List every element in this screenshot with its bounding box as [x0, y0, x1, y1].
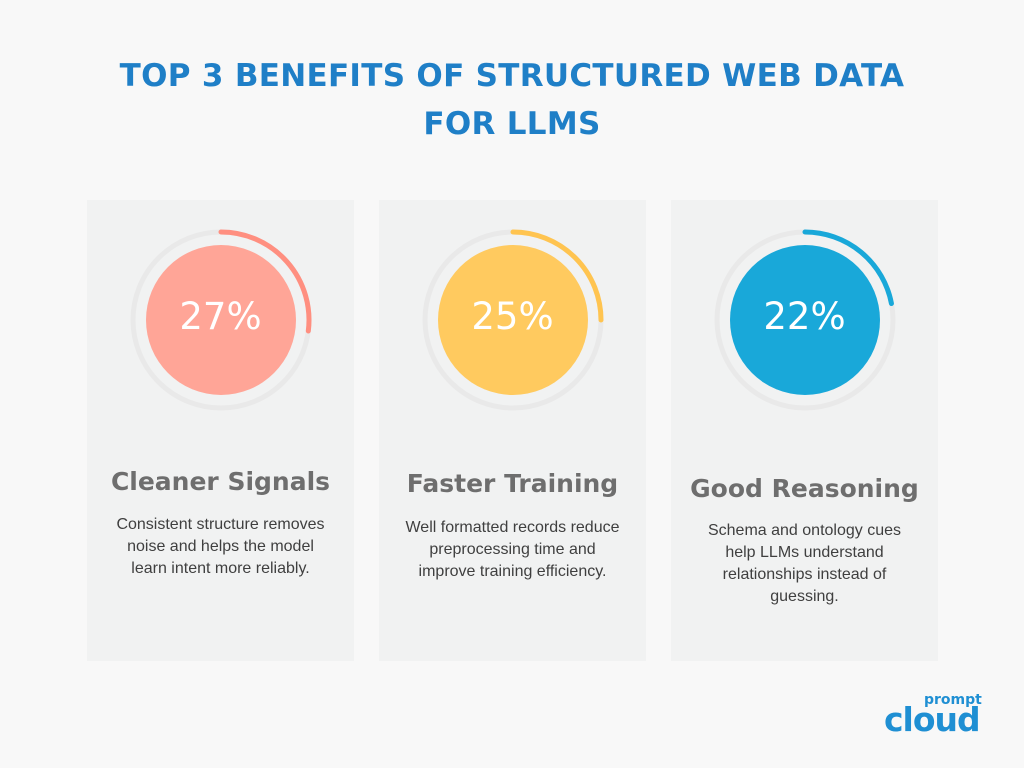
logo-text-big: cloud	[884, 700, 981, 739]
benefit-card-good-reasoning: 22% Good Reasoning Schema and ontology c…	[671, 200, 938, 661]
benefit-card-faster-training: 25% Faster Training Well formatted recor…	[379, 200, 646, 661]
progress-ring-arc	[802, 229, 894, 307]
page-title-line-2: FOR LLMS	[423, 106, 601, 142]
card-description: Schema and ontology cues help LLMs under…	[707, 522, 901, 605]
progress-disc	[146, 245, 296, 395]
card-heading: Faster Training	[406, 469, 619, 498]
progress-disc	[730, 245, 880, 395]
benefit-card-cleaner-signals: 27% Cleaner Signals Consistent structure…	[87, 200, 354, 661]
card-description: Well formatted records reduce preprocess…	[405, 519, 620, 580]
percent-label: 27%	[179, 295, 262, 338]
card-heading: Good Reasoning	[690, 474, 919, 503]
promptcloud-logo: prompt cloud	[884, 692, 994, 740]
progress-ring	[714, 229, 896, 411]
percent-label: 22%	[763, 295, 846, 338]
progress-ring	[130, 229, 312, 411]
logo-text-small: prompt	[924, 692, 982, 708]
card-description: Consistent structure removes noise and h…	[116, 516, 325, 577]
page-title-line-1: TOP 3 BENEFITS OF STRUCTURED WEB DATA	[119, 58, 905, 94]
percent-label: 25%	[471, 295, 554, 338]
progress-ring-arc	[218, 229, 312, 334]
progress-ring-arc	[510, 229, 604, 323]
card-heading: Cleaner Signals	[110, 467, 331, 496]
progress-ring	[422, 229, 604, 411]
progress-disc	[438, 245, 588, 395]
page-title: TOP 3 BENEFITS OF STRUCTURED WEB DATA FO…	[0, 52, 1024, 148]
